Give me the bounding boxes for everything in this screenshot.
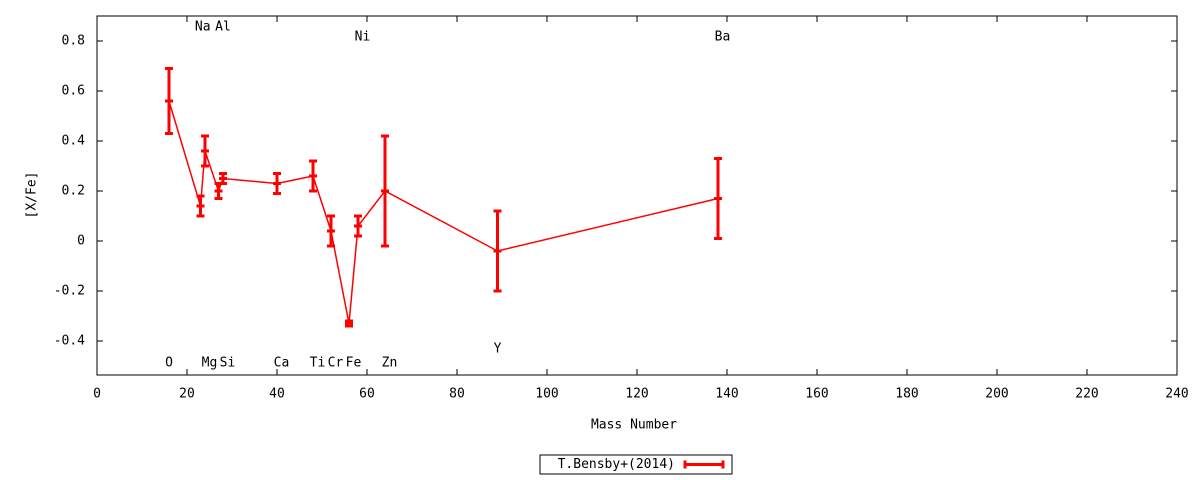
x-tick-label: 120 [625, 387, 648, 402]
y-tick-label: 0 [77, 234, 85, 249]
element-label: Fe [346, 356, 362, 371]
x-tick-label: 20 [179, 387, 195, 402]
x-tick-label: 60 [359, 387, 375, 402]
plot-frame [96, 15, 1178, 376]
error-bar [354, 214, 362, 238]
element-label: Cr [328, 356, 344, 371]
error-bar [309, 159, 317, 193]
error-bar [219, 172, 227, 185]
error-bar [273, 172, 281, 195]
x-tick-label: 220 [1075, 387, 1098, 402]
x-tick-label: 140 [715, 387, 738, 402]
element-label: Ni [355, 30, 371, 45]
element-label: Si [220, 356, 236, 371]
error-bar [327, 214, 335, 248]
x-tick-label: 200 [985, 387, 1008, 402]
y-tick-label: 0.6 [62, 84, 85, 99]
element-label: Ba [715, 30, 731, 45]
x-tick-label: 160 [805, 387, 828, 402]
y-tick-label: 0.2 [62, 184, 85, 199]
element-label: Na [195, 20, 211, 35]
x-tick-label: 40 [269, 387, 285, 402]
y-axis-label: [X/Fe] [25, 172, 40, 219]
legend-label: T.Bensby+(2014) [558, 457, 675, 472]
error-bar [714, 157, 722, 240]
y-tick-label: 0.4 [62, 134, 86, 149]
error-bar [214, 182, 223, 200]
element-label: Al [215, 20, 231, 35]
error-bar [345, 319, 353, 328]
element-label: Zn [382, 356, 398, 371]
element-label: Ca [274, 356, 290, 371]
y-tick-label: 0.8 [62, 34, 85, 49]
legend-box [539, 454, 733, 475]
error-bar [165, 67, 173, 135]
x-tick-label: 240 [1165, 387, 1188, 402]
series-line [168, 100, 719, 324]
x-tick-label: 80 [449, 387, 465, 402]
y-tick-label: -0.2 [54, 284, 85, 299]
element-label: Y [494, 342, 502, 357]
error-bar [196, 194, 205, 218]
x-axis-label: Mass Number [591, 418, 677, 433]
x-tick-label: 100 [535, 387, 558, 402]
x-tick-label: 0 [93, 387, 101, 402]
error-bar [493, 209, 502, 293]
error-bar [201, 134, 209, 168]
error-bar [381, 134, 389, 248]
element-label: Ti [310, 356, 326, 371]
element-label: O [165, 356, 173, 371]
y-tick-label: -0.4 [54, 334, 85, 349]
element-label: Mg [202, 356, 218, 371]
x-tick-label: 180 [895, 387, 918, 402]
